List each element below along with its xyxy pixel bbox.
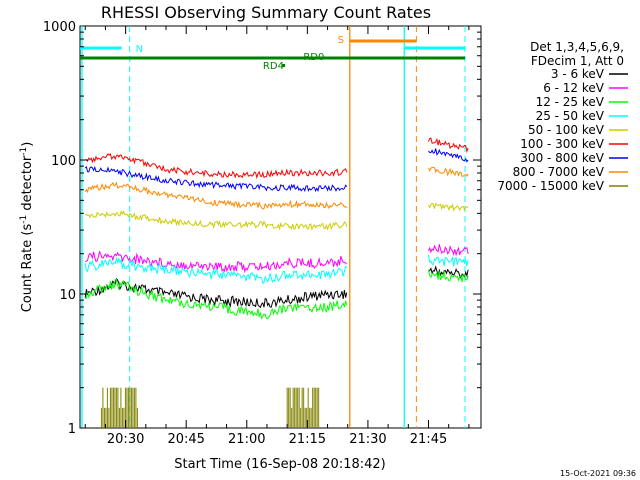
legend-label: 50 - 100 keV <box>528 123 605 137</box>
chart-title: RHESSI Observing Summary Count Rates <box>101 3 431 22</box>
y-tick-label: 10 <box>59 288 76 303</box>
legend-header: Det 1,3,4,5,6,9, <box>530 40 624 54</box>
series-12-25-kev <box>84 269 469 320</box>
x-tick-label: 21:15 <box>289 432 326 447</box>
series-line <box>428 269 469 283</box>
footer-date: 15-Oct-2021 09:36 <box>560 469 636 478</box>
series-line <box>428 202 469 212</box>
series-line <box>84 181 348 210</box>
y-tick-label: 1000 <box>43 20 76 35</box>
series-layer <box>84 137 469 428</box>
series-line <box>85 153 348 180</box>
series-7000-15000-kev <box>100 387 320 428</box>
x-tick-label: 20:30 <box>107 432 144 447</box>
ylabel-main: Count Rate (s <box>20 224 35 313</box>
series-300-800-kev <box>84 148 469 193</box>
x-tick-label: 21:00 <box>228 432 265 447</box>
y-axis: 1 10 100 1000 <box>43 20 481 437</box>
ylabel-end: ) <box>20 142 35 147</box>
flag-label-rd0: RD0 <box>303 52 324 63</box>
x-tick-label: 21:45 <box>410 432 447 447</box>
rd4-marker <box>282 64 286 67</box>
flag-label-n: N <box>136 44 143 55</box>
series-25-50-kev <box>84 254 469 285</box>
series-line <box>428 166 469 178</box>
legend-label: 25 - 50 keV <box>536 109 605 123</box>
x-tick-label: 20:45 <box>167 432 204 447</box>
series-line <box>428 254 469 267</box>
legend: Det 1,3,4,5,6,9,FDecim 1, Att 03 - 6 keV… <box>497 40 628 193</box>
flag-lines: N S RD0 RD4 <box>80 26 466 428</box>
x-tick-label: 21:30 <box>349 432 386 447</box>
legend-label: 12 - 25 keV <box>536 95 605 109</box>
series-line <box>85 250 347 274</box>
series-line <box>84 165 348 193</box>
series-100-300-kev <box>85 137 469 180</box>
legend-label: 100 - 300 keV <box>520 137 604 151</box>
series-line <box>428 137 469 154</box>
series-3-6-kev <box>84 265 469 309</box>
legend-label: 800 - 7000 keV <box>513 165 605 179</box>
series-6-12-kev <box>85 244 469 274</box>
series-line <box>428 244 469 257</box>
ylabel-sup1: -1 <box>19 215 29 224</box>
series-line <box>428 265 469 280</box>
legend-label: 3 - 6 keV <box>551 67 605 81</box>
series-line <box>428 148 469 163</box>
series-line <box>84 277 348 309</box>
series-line <box>84 278 348 320</box>
series-line <box>84 256 348 285</box>
legend-header: FDecim 1, Att 0 <box>531 54 624 68</box>
legend-label: 6 - 12 keV <box>543 81 605 95</box>
x-axis: 20:30 20:45 21:00 21:15 21:30 21:45 <box>84 26 470 447</box>
plot-area <box>79 25 482 429</box>
ylabel-mid: detector <box>20 155 35 215</box>
y-axis-label: Count Rate (s-1 detector-1) <box>19 142 35 313</box>
ylabel-sup2: -1 <box>19 147 29 156</box>
flag-label-rd4: RD4 <box>263 61 284 72</box>
legend-label: 7000 - 15000 keV <box>497 179 604 193</box>
series-50-100-kev <box>84 202 469 231</box>
x-axis-label: Start Time (16-Sep-08 20:18:42) <box>174 457 385 472</box>
legend-label: 300 - 800 keV <box>520 151 604 165</box>
series-line <box>84 209 348 231</box>
y-tick-label: 1 <box>68 422 76 437</box>
y-tick-label: 100 <box>51 154 76 169</box>
flag-label-s: S <box>338 35 344 46</box>
series-800-7000-kev <box>84 166 469 210</box>
